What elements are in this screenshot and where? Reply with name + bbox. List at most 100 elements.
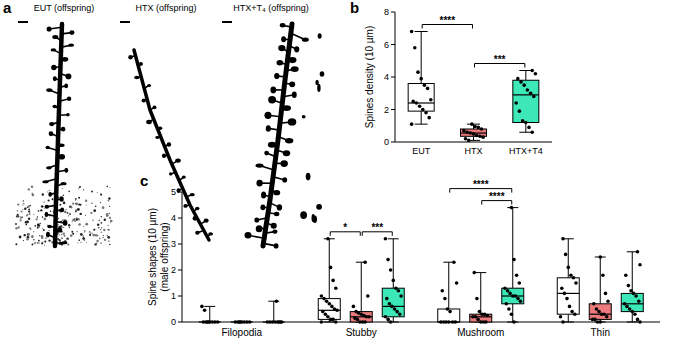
background-speckle [18, 226, 20, 228]
spine-head [208, 232, 213, 235]
data-point [505, 302, 509, 306]
background-speckle [100, 202, 101, 203]
category-label: Thin [591, 327, 610, 338]
spine-head [270, 87, 276, 94]
data-point [399, 294, 403, 298]
data-point [595, 307, 599, 311]
background-speckle [77, 208, 80, 211]
y-tick [391, 12, 395, 13]
data-point [200, 305, 204, 309]
background-speckle [44, 241, 46, 243]
background-speckle [15, 223, 17, 225]
background-speckle [78, 223, 81, 226]
box [382, 288, 404, 317]
spine-head [268, 96, 276, 103]
data-point [574, 281, 578, 285]
spine-head [60, 207, 64, 212]
background-speckle [47, 199, 49, 201]
background-speckle [91, 191, 93, 193]
whisker-upper [600, 257, 601, 304]
data-point [443, 297, 447, 301]
background-speckle [82, 237, 85, 240]
blob [300, 211, 307, 219]
whisker-cap [415, 31, 428, 32]
data-point [514, 101, 518, 105]
data-point [572, 276, 576, 280]
data-point [410, 30, 414, 34]
data-point [325, 299, 329, 303]
whisker-cap [415, 124, 428, 125]
y-tick [178, 322, 182, 323]
background-speckle [101, 227, 102, 228]
background-speckle [64, 211, 67, 214]
spine-head [182, 176, 186, 179]
background-speckle [100, 229, 101, 230]
data-point [386, 318, 390, 322]
background-speckle [41, 243, 42, 244]
blob [316, 204, 322, 210]
y-tick-label: 3 [171, 239, 176, 249]
data-point [472, 132, 476, 136]
background-speckle [38, 240, 40, 242]
background-speckle [66, 209, 67, 210]
background-speckle [90, 233, 91, 234]
background-speckle [19, 236, 22, 239]
background-speckle [40, 223, 41, 224]
data-point [473, 271, 477, 275]
background-speckle [100, 242, 102, 244]
spine-head [63, 220, 68, 226]
background-speckle [108, 197, 110, 199]
data-point [389, 320, 393, 324]
data-point [515, 273, 519, 277]
background-speckle [28, 188, 30, 190]
image-label: HTX+T₄ (offspring) [233, 3, 308, 13]
background-speckle [28, 210, 30, 212]
spine-head [68, 44, 74, 47]
whisker-lower [568, 314, 569, 322]
background-speckle [31, 186, 34, 189]
category-label: HTX [465, 146, 483, 156]
spine-head [60, 182, 66, 185]
background-speckle [70, 206, 72, 208]
background-speckle [21, 211, 23, 213]
background-speckle [107, 236, 110, 239]
data-point [356, 318, 360, 322]
background-speckle [37, 216, 38, 217]
data-point [386, 258, 390, 262]
category-label: Filopodia [221, 327, 262, 338]
background-speckle [23, 240, 24, 241]
background-speckle [66, 237, 69, 240]
data-point [388, 302, 392, 306]
background-speckle [61, 237, 63, 239]
spine-head [69, 30, 74, 35]
box-chart: 012345Spine shapes (10 µm)(male offsprin… [147, 179, 660, 338]
spine-head [274, 212, 280, 216]
background-speckle [69, 205, 72, 208]
scale-bar [18, 21, 28, 23]
spine-head [285, 138, 293, 143]
spine-head [45, 205, 50, 209]
background-speckle [75, 203, 76, 204]
spine-head [61, 127, 66, 132]
data-point [207, 320, 211, 324]
background-speckle [69, 213, 71, 215]
spine-head [277, 204, 282, 210]
spine-head [153, 106, 157, 110]
data-point [328, 302, 332, 306]
spine-head [302, 38, 309, 42]
spine-head [294, 46, 299, 52]
y-tick [391, 77, 395, 78]
background-speckle [67, 244, 69, 246]
background-speckle [107, 235, 108, 236]
category-label: EUT [412, 146, 431, 156]
y-tick [391, 142, 395, 143]
spine-head [271, 223, 277, 229]
background-speckle [25, 224, 27, 226]
whisker-cap [627, 322, 638, 323]
background-speckle [80, 242, 81, 243]
spine-head [288, 118, 297, 125]
background-speckle [92, 233, 93, 234]
data-point [421, 108, 425, 112]
background-speckle [34, 225, 36, 227]
blob [315, 80, 318, 85]
